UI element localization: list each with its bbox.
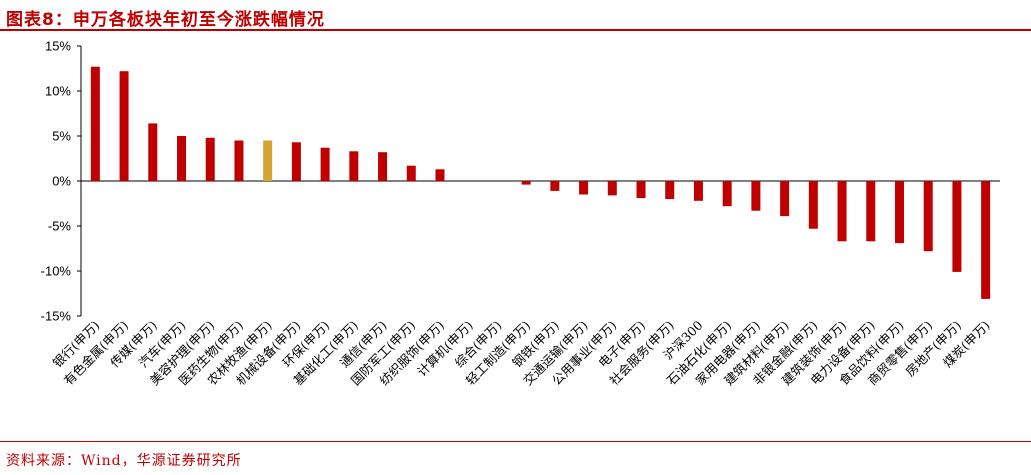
footer-rule: [0, 441, 1031, 442]
y-tick-label: -10%: [41, 264, 72, 279]
bar: [665, 181, 675, 199]
bar: [349, 151, 359, 181]
bar: [636, 181, 646, 199]
y-tick-label: 5%: [52, 129, 71, 144]
bar: [607, 181, 617, 196]
bar: [923, 181, 933, 252]
bar: [205, 137, 215, 181]
source-note: 资料来源：Wind，华源证券研究所: [6, 453, 242, 469]
y-tick-label: 0%: [52, 174, 71, 189]
y-tick-label: -5%: [48, 219, 72, 234]
y-tick-label: -15%: [41, 309, 72, 324]
bar: [177, 136, 187, 181]
bar: [263, 140, 273, 181]
bar: [751, 181, 761, 211]
bar: [435, 169, 445, 181]
title-bar: 图表8：申万各板块年初至今涨跌幅情况: [0, 0, 1031, 30]
bar: [291, 142, 301, 181]
bar: [148, 123, 158, 181]
bar: [234, 140, 244, 181]
bar: [722, 181, 732, 207]
bar: [579, 181, 589, 195]
bar: [693, 181, 703, 201]
bar: [866, 181, 876, 242]
bar: [378, 152, 388, 181]
bar: [894, 181, 904, 244]
bar: [550, 181, 560, 191]
figure-title: 图表8：申万各板块年初至今涨跌幅情况: [6, 10, 325, 30]
bar: [406, 165, 416, 181]
bar: [119, 71, 129, 181]
bar-chart: 15%10%5%0%-5%-10%-15%银行(申万)有色金属(申万)传媒(申万…: [41, 39, 1000, 388]
bar: [952, 181, 962, 272]
bar: [808, 181, 818, 229]
bar: [837, 181, 847, 242]
title-rule: [0, 29, 1031, 31]
y-tick-label: 10%: [45, 84, 71, 99]
bar: [90, 66, 100, 181]
y-tick-label: 15%: [45, 39, 71, 54]
bar: [981, 181, 991, 299]
bar: [780, 181, 790, 217]
bar: [320, 147, 330, 181]
bar: [521, 181, 531, 185]
